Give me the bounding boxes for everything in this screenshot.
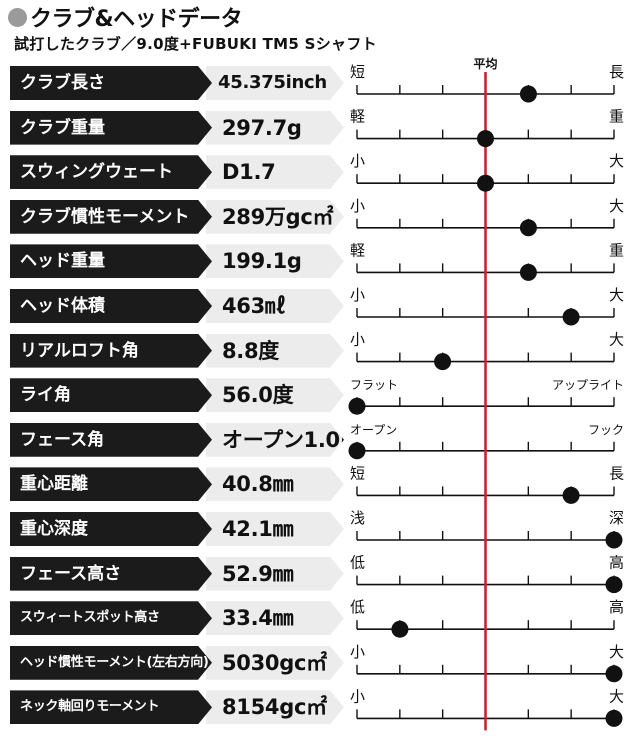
scale-right-label: 高 xyxy=(609,554,624,572)
rating-marker xyxy=(519,219,537,237)
spec-value: 8.8度 xyxy=(206,333,344,368)
scale-right-label: 長 xyxy=(609,464,624,482)
rating-marker xyxy=(477,130,494,148)
spec-value: 45.375inch xyxy=(206,66,344,100)
scale-right-label: 深 xyxy=(609,509,624,527)
scale-left-label: 小 xyxy=(350,197,365,215)
scale-right-label: 重 xyxy=(609,108,624,126)
rating-marker xyxy=(477,174,494,192)
rating-marker xyxy=(391,620,409,638)
spec-label: クラブ慣性モーメント xyxy=(10,199,212,234)
scale-left-label: 小 xyxy=(350,331,365,349)
scale-left-label: 軽 xyxy=(350,108,365,126)
spec-value: 5030gc㎡ xyxy=(206,645,344,680)
scale-right-label: 大 xyxy=(609,152,624,170)
spec-value: 463㎖ xyxy=(206,289,344,323)
rating-marker xyxy=(434,353,452,371)
spec-label: 重心深度 xyxy=(10,512,212,546)
rating-marker xyxy=(562,308,580,326)
spec-value: 199.1g xyxy=(206,244,344,279)
scale-right-label: 大 xyxy=(609,331,624,349)
spec-label: フェース角 xyxy=(10,422,212,457)
rating-marker xyxy=(605,576,623,594)
title-text: クラブ&ヘッドデータ xyxy=(30,7,243,32)
rating-marker xyxy=(519,85,537,103)
spec-value: D1.7 xyxy=(206,155,344,190)
page-title: クラブ&ヘッドデータ xyxy=(8,2,243,32)
scale-right-label: 大 xyxy=(609,687,624,705)
scale-left-label: 浅 xyxy=(350,509,365,527)
scale-left-label: 短 xyxy=(350,63,365,81)
spec-value: オープン1.0度 xyxy=(206,422,344,457)
rating-marker xyxy=(348,442,366,460)
spec-label: フェース高さ xyxy=(10,556,212,591)
scale-right-label: 大 xyxy=(609,643,624,661)
spec-label: クラブ長さ xyxy=(10,66,212,100)
spec-value: 42.1㎜ xyxy=(206,512,344,546)
spec-label: ヘッド慣性モーメント(左右方向) xyxy=(10,645,212,680)
scale-left-label: 小 xyxy=(350,152,365,170)
rating-marker xyxy=(562,486,580,504)
rating-marker xyxy=(605,531,623,549)
scale-right-label: 大 xyxy=(609,286,624,304)
scale-left-label: フラット xyxy=(350,378,398,392)
subtitle: 試打したクラブ／9.0度+FUBUKI TM5 Sシャフト xyxy=(14,35,377,53)
spec-label: リアルロフト角 xyxy=(10,333,212,368)
scale-left-label: オープン xyxy=(350,423,397,437)
scale-left-label: 軽 xyxy=(350,241,365,259)
scale-left-label: 短 xyxy=(350,464,365,482)
spec-label: スウィートスポット高さ xyxy=(10,601,212,636)
scale-left-label: 小 xyxy=(350,687,365,705)
average-label: 平均 xyxy=(473,56,497,71)
rating-marker xyxy=(605,709,623,727)
scale-right-label: アップライト xyxy=(552,378,624,392)
scale-left-label: 低 xyxy=(350,554,365,572)
spec-label: ヘッド体積 xyxy=(10,289,212,323)
scale-right-label: 重 xyxy=(609,241,624,259)
rating-marker xyxy=(348,397,366,415)
spec-label: ヘッド重量 xyxy=(10,244,212,279)
scale-left-label: 低 xyxy=(350,598,365,616)
scale-right-label: 長 xyxy=(609,63,624,81)
spec-value: 40.8㎜ xyxy=(206,467,344,502)
rating-marker xyxy=(605,665,623,683)
scale-left-label: 小 xyxy=(350,643,365,661)
spec-value: 52.9㎜ xyxy=(206,556,344,591)
spec-value: 33.4㎜ xyxy=(206,601,344,636)
spec-value: 289万gc㎡ xyxy=(206,199,344,234)
spec-label: ネック軸回りモーメント xyxy=(10,690,212,725)
spec-label: クラブ重量 xyxy=(10,110,212,145)
spec-label: 重心距離 xyxy=(10,467,212,502)
spec-label: ライ角 xyxy=(10,378,212,413)
spec-value: 8154gc㎡ xyxy=(206,690,344,725)
scale-right-label: フック xyxy=(588,423,624,437)
scale-right-label: 大 xyxy=(609,197,624,215)
scale-right-label: 高 xyxy=(609,598,624,616)
spec-value: 297.7g xyxy=(206,110,344,145)
spec-label: スウィングウェート xyxy=(10,155,212,190)
bullet-circle-icon xyxy=(8,7,27,27)
spec-value: 56.0度 xyxy=(206,378,344,413)
scale-left-label: 小 xyxy=(350,286,365,304)
rating-marker xyxy=(519,263,537,281)
